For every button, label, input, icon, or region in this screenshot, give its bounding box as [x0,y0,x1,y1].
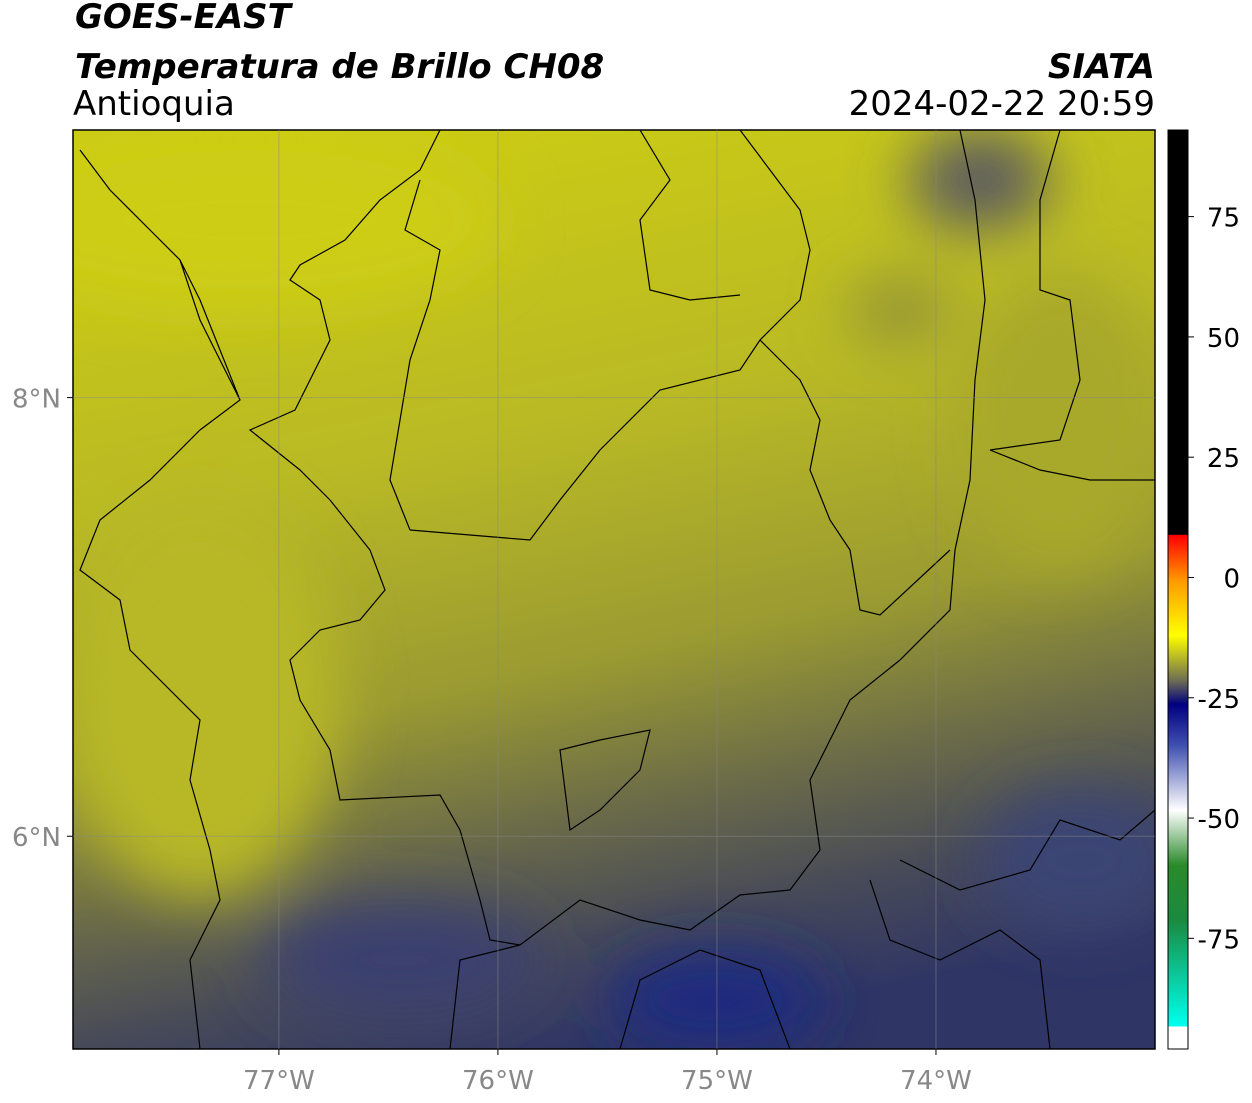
colorbar-tick-label: 75 [1207,204,1240,234]
cloud-features [73,130,1155,1049]
map-area [73,130,1155,1049]
x-tick-label: 74°W [900,1066,972,1096]
colorbar-tick-label: 0 [1223,564,1240,594]
x-tick-label: 75°W [681,1066,753,1096]
colorbar-tick-label: -75 [1198,925,1240,955]
colorbar-tick-label: -25 [1198,685,1240,715]
map-frame [72,129,1156,1050]
title: GOES-EAST [75,0,294,37]
x-tick-label: 77°W [243,1066,315,1096]
region: Antioquia [73,84,235,124]
y-tick-label: 8°N [12,385,61,415]
source: SIATA [1048,47,1155,87]
colorbar-tick-label: 50 [1207,324,1240,354]
subtitle: Temperatura de Brillo CH08 [75,47,604,87]
colorbar-tick-label: 25 [1207,444,1240,474]
colorbar [1167,129,1189,1050]
boundaries [79,130,1155,1049]
timestamp: 2024-02-22 20:59 [849,84,1155,124]
y-tick-label: 6°N [12,823,61,853]
colorbar-tick-label: -50 [1198,805,1240,835]
x-tick-label: 76°W [462,1066,534,1096]
